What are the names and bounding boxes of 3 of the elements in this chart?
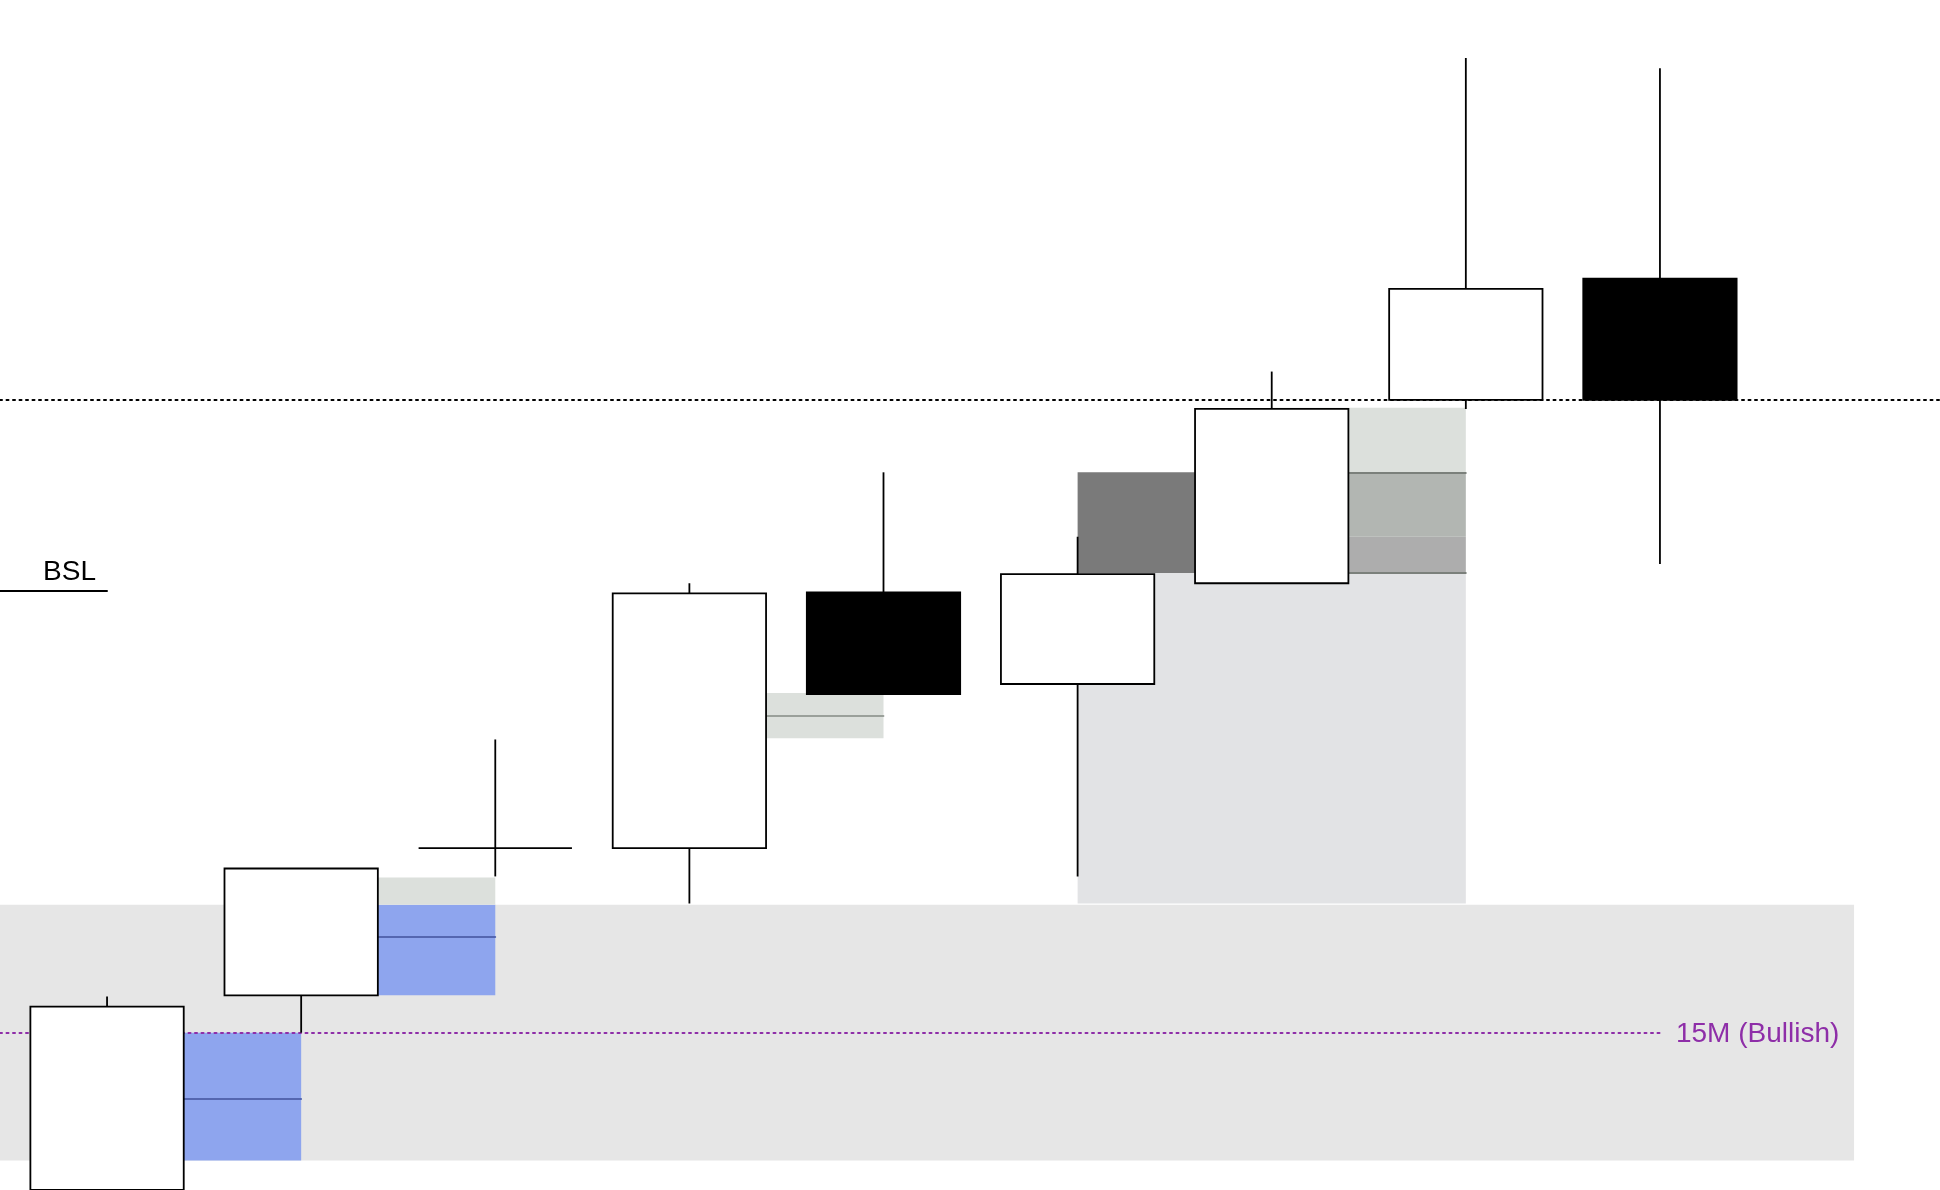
candlestick — [417, 738, 573, 878]
ref-line-label: 15M (Bullish) — [1675, 1017, 1840, 1049]
ref-line-label: BSL — [43, 554, 97, 586]
